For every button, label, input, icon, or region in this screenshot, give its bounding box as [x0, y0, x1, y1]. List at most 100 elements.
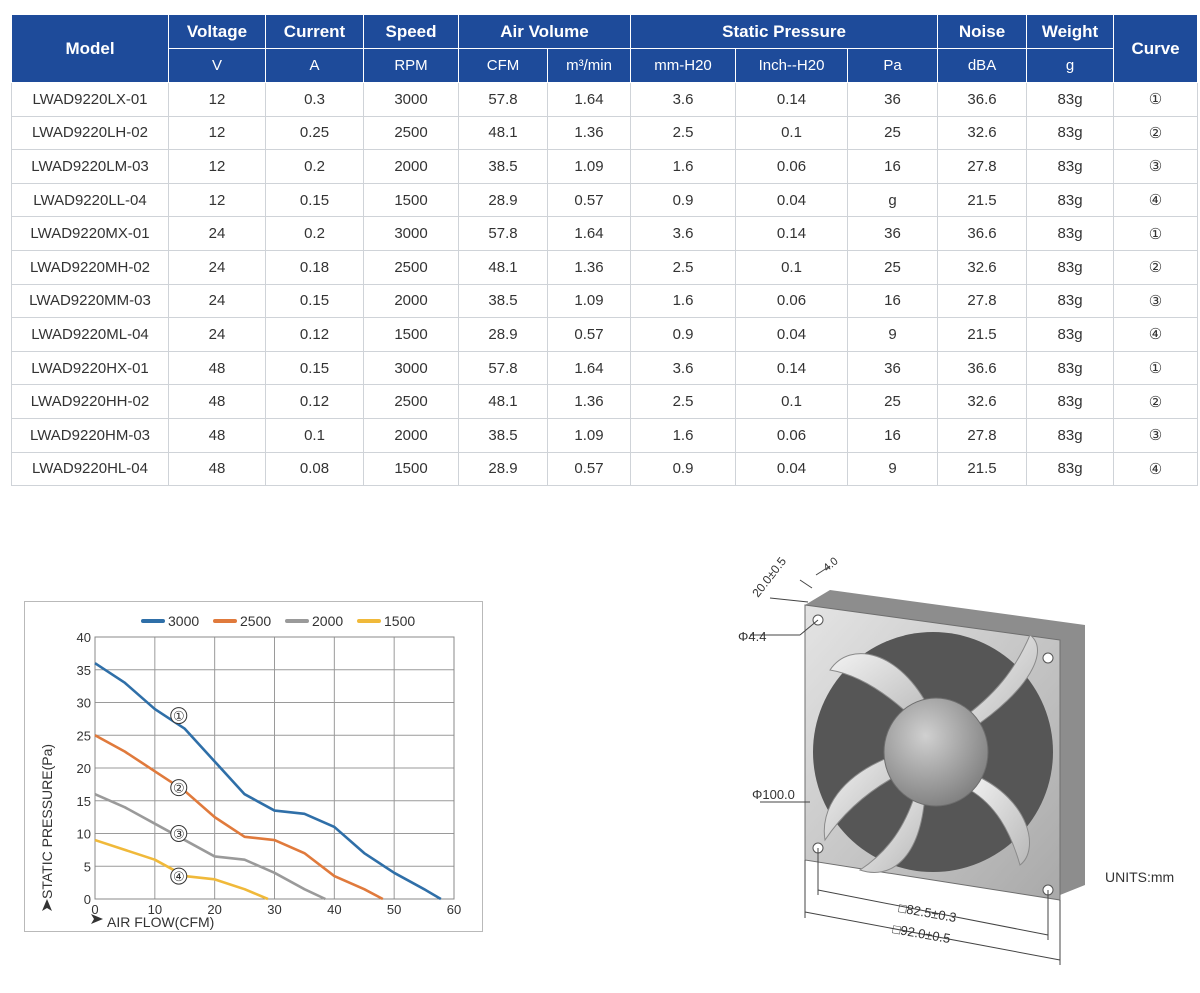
table-row: LWAD9220ML-04 24 0.12 1500 28.9 0.57 0.9 0.04 9 2… [11, 317, 1199, 352]
table-cell: ② [1113, 115, 1199, 151]
table-cell: ④ [1113, 317, 1199, 352]
x-tick-label: 10 [148, 902, 162, 917]
x-tick-label: 40 [327, 902, 341, 917]
dim-angle-label: 4.0 [821, 555, 840, 574]
chart-svg: 0 10 20 30 40 50 60 0 5 10 15 20 25 30 35 40 ① 3000 ② 2500 ③… [39, 613, 461, 930]
x-tick-label: 0 [91, 902, 98, 917]
table-cell: 0.04 [735, 182, 849, 218]
y-tick-label: 25 [77, 728, 91, 743]
table-cell: 36 [847, 82, 939, 117]
table-cell: 0.06 [735, 283, 849, 319]
table-cell: 48.1 [458, 115, 548, 151]
table-cell: 83g [1026, 82, 1115, 117]
table-cell: 16 [847, 283, 939, 319]
table-cell: 1500 [363, 317, 459, 352]
table-cell: ① [1113, 82, 1199, 117]
table-cell: 3000 [363, 82, 459, 117]
y-tick-label: 30 [77, 696, 91, 711]
table-cell: 83g [1026, 216, 1115, 251]
table-cell: 83g [1026, 283, 1115, 319]
header-weight: Weight [1026, 14, 1115, 49]
table-cell: 0.06 [735, 149, 849, 184]
plot-border [94, 636, 455, 900]
header-voltage: Voltage [168, 14, 266, 49]
table-cell: 21.5 [937, 451, 1028, 487]
table-cell: ④ [1113, 451, 1199, 487]
table-cell: 9 [847, 317, 939, 352]
legend-label: 2500 [240, 613, 271, 629]
dim-hole-pitch-label: □82.5±0.3 [897, 900, 957, 925]
table-cell: ② [1113, 249, 1199, 285]
table-cell: 0.1 [735, 115, 849, 151]
table-cell: 27.8 [937, 149, 1028, 184]
table-cell: 0.1 [735, 249, 849, 285]
table-cell: 36 [847, 216, 939, 251]
table-cell: 0.08 [265, 451, 364, 487]
table-row: LWAD9220LL-04 12 0.15 1500 28.9 0.57 0.9 0.04 g 2… [11, 182, 1199, 218]
fan-drawing-svg: 20.0±0.5 4.0 Φ4.4 Φ100.0 □82.5±0.3 □92.0… [738, 554, 1174, 965]
table-cell: 0.18 [265, 249, 364, 285]
unit-inch-h20: Inch--H20 [735, 48, 849, 83]
table-cell: 32.6 [937, 384, 1028, 419]
curve-marker-label: ③ [173, 827, 185, 842]
fan-hub [883, 697, 989, 807]
x-tick-label: 50 [387, 902, 401, 917]
table-cell: 48 [168, 417, 266, 453]
table-cell: 21.5 [937, 317, 1028, 352]
table-cell: 24 [168, 216, 266, 251]
pressure-flow-chart: 0 10 20 30 40 50 60 0 5 10 15 20 25 30 35 40 ① 3000 ② 2500 ③… [24, 601, 483, 932]
x-tick-label: 20 [207, 902, 221, 917]
fan-blades [823, 634, 1038, 873]
x-tick-label: 60 [447, 902, 461, 917]
model-cell: LWAD9220HX-01 [11, 350, 169, 386]
table-cell: 32.6 [937, 249, 1028, 285]
legend-label: 1500 [384, 613, 415, 629]
table-cell: 1.09 [546, 417, 632, 453]
table-cell: ③ [1113, 417, 1199, 453]
model-cell: LWAD9220MH-02 [11, 249, 169, 285]
model-cell: LWAD9220LL-04 [11, 182, 169, 218]
table-cell: 38.5 [458, 417, 548, 453]
table-cell: 83g [1026, 384, 1115, 419]
table-cell: 2.5 [630, 115, 737, 151]
model-cell: LWAD9220HH-02 [11, 384, 169, 419]
table-cell: 83g [1026, 182, 1115, 218]
y-tick-label: 35 [77, 663, 91, 678]
table-cell: 1.6 [630, 283, 737, 319]
header-noise: Noise [937, 14, 1028, 49]
y-tick-label: 40 [77, 630, 91, 645]
table-cell: 38.5 [458, 283, 548, 319]
table-row: LWAD9220MH-02 24 0.18 2500 48.1 1.36 2.5 0.1 25 3… [11, 249, 1199, 285]
table-cell: ① [1113, 350, 1199, 386]
table-cell: 57.8 [458, 82, 548, 117]
header-current: Current [265, 14, 364, 49]
legend-label: 2000 [312, 613, 343, 629]
table-cell: 48 [168, 451, 266, 487]
table-cell: 83g [1026, 149, 1115, 184]
mounting-hole-tr [1042, 652, 1054, 664]
table-cell: 12 [168, 182, 266, 218]
table-cell: 48 [168, 384, 266, 419]
curve-marker-label: ④ [173, 869, 185, 884]
table-cell: 1.64 [546, 82, 632, 117]
table-cell: 83g [1026, 451, 1115, 487]
dim-frame-label: □92.0±0.5 [891, 921, 951, 946]
table-cell: 21.5 [937, 182, 1028, 218]
table-cell: ③ [1113, 283, 1199, 319]
table-cell: 25 [847, 115, 939, 151]
table-cell: 1.36 [546, 384, 632, 419]
table-cell: 83g [1026, 417, 1115, 453]
curve-marker-2500 [170, 779, 188, 797]
table-row: LWAD9220HM-03 48 0.1 2000 38.5 1.09 1.6 0.06 16 2… [11, 417, 1199, 453]
table-cell: 1.09 [546, 283, 632, 319]
series-line-3000 [94, 662, 442, 901]
unit-cfm: CFM [458, 48, 548, 83]
table-cell: 16 [847, 149, 939, 184]
unit-dba: dBA [937, 48, 1028, 83]
table-cell: 0.3 [265, 82, 364, 117]
table-row: LWAD9220LH-02 12 0.25 2500 48.1 1.36 2.5 0.1 25 3… [11, 115, 1199, 151]
table-cell: 48.1 [458, 384, 548, 419]
table-cell: 25 [847, 384, 939, 419]
table-cell: 27.8 [937, 417, 1028, 453]
table-cell: 83g [1026, 249, 1115, 285]
